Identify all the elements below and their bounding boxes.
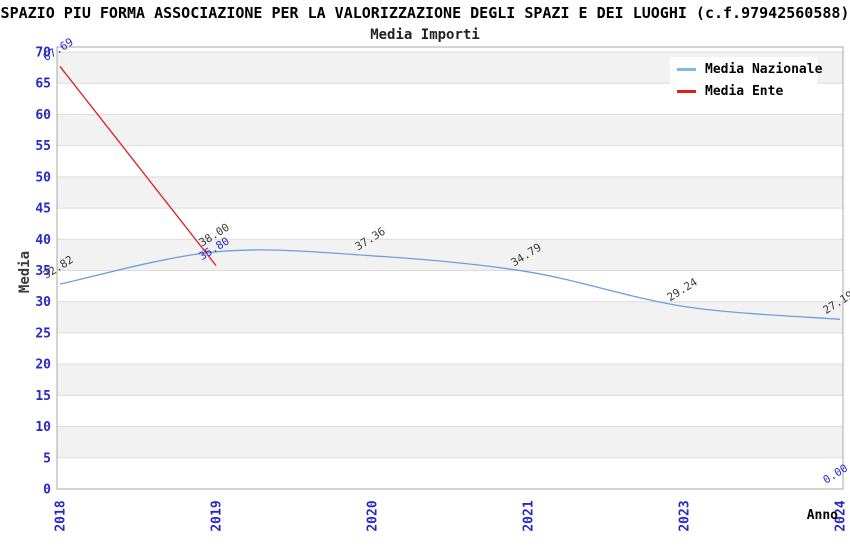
legend-item-media-nazionale: Media Nazionale	[670, 61, 822, 78]
svg-text:2020: 2020	[366, 500, 381, 531]
svg-text:2024: 2024	[834, 500, 849, 531]
y-axis-title: Media	[17, 250, 33, 294]
legend-item-media-ente: Media Ente	[670, 83, 817, 100]
svg-text:2018: 2018	[54, 500, 69, 531]
x-axis-title: Anno	[806, 508, 838, 523]
svg-text:45: 45	[35, 202, 51, 217]
chart-title: SPAZIO PIU FORMA ASSOCIAZIONE PER LA VAL…	[0, 4, 850, 22]
plot-frame	[56, 46, 844, 490]
legend: Media Nazionale Media Ente	[670, 57, 822, 103]
svg-text:2023: 2023	[678, 500, 693, 531]
svg-text:65: 65	[35, 77, 51, 92]
legend-label: Media Nazionale	[705, 61, 823, 77]
svg-text:70: 70	[35, 45, 51, 60]
legend-swatch-ente-icon	[677, 89, 696, 93]
svg-text:0: 0	[43, 483, 51, 498]
svg-text:5: 5	[43, 451, 51, 466]
svg-text:55: 55	[35, 139, 51, 154]
svg-text:35: 35	[35, 264, 51, 279]
svg-text:2021: 2021	[522, 500, 537, 531]
plot-bands	[57, 47, 843, 489]
svg-text:20: 20	[35, 358, 51, 373]
svg-text:10: 10	[35, 420, 51, 435]
chart-subtitle: Media Importi	[370, 27, 480, 43]
svg-text:15: 15	[35, 389, 51, 404]
series-line-1	[59, 66, 217, 266]
gridlines	[57, 51, 843, 459]
series-line-0	[59, 249, 841, 320]
svg-text:25: 25	[35, 326, 51, 341]
svg-text:60: 60	[35, 108, 51, 123]
svg-text:50: 50	[35, 170, 51, 185]
svg-text:2019: 2019	[210, 500, 225, 531]
legend-label: Media Ente	[705, 83, 784, 99]
y-axis-ticks: 0 5 10 15 20 25 30 35 40 45 50 55 60 65 70	[35, 45, 51, 497]
svg-text:40: 40	[35, 233, 51, 248]
x-axis-ticks: 2018 2019 2020 2021 2023 2024	[54, 500, 849, 531]
svg-text:30: 30	[35, 295, 51, 310]
legend-swatch-nazionale-icon	[677, 67, 696, 71]
